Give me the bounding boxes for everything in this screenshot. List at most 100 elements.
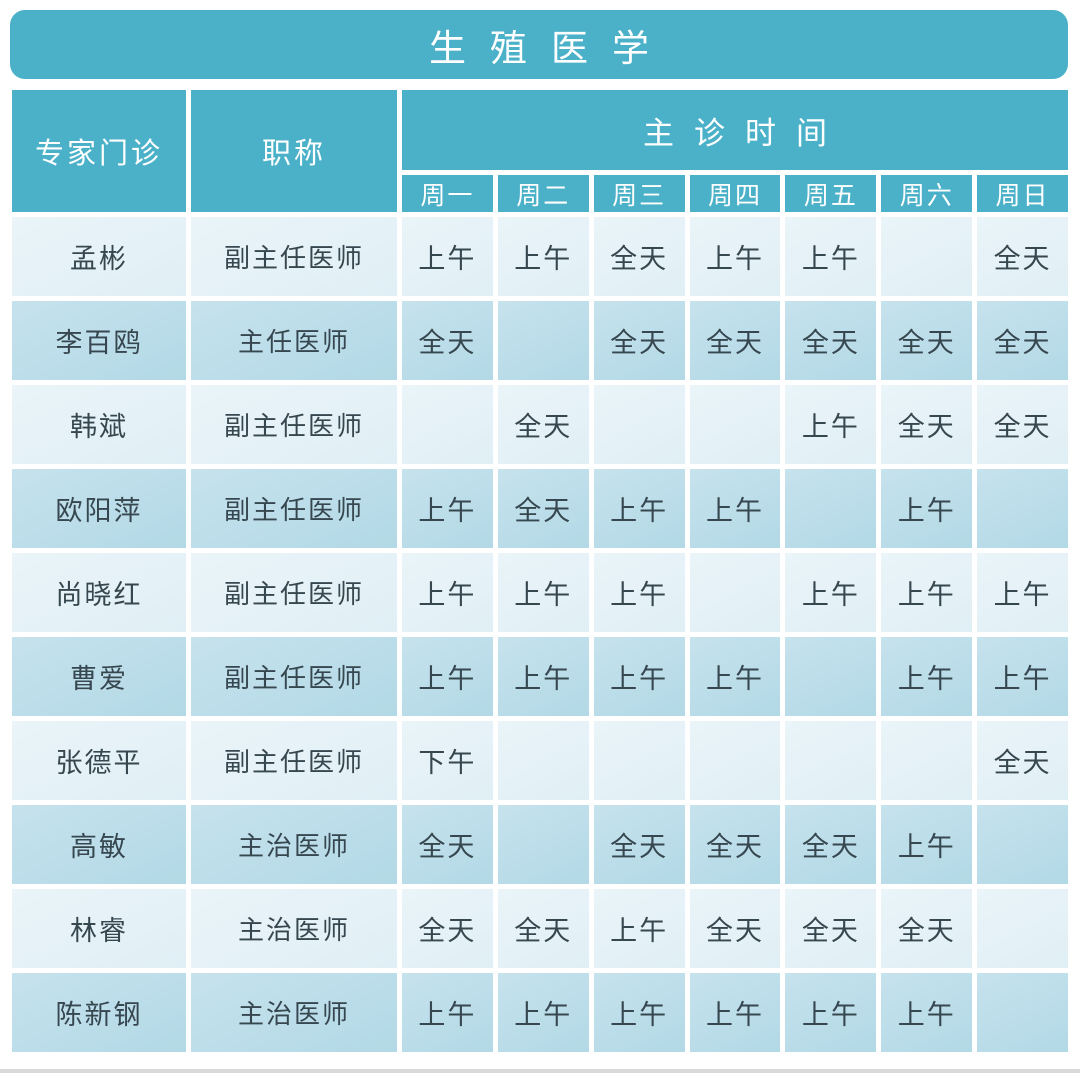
doctor-name: 高敏: [12, 805, 186, 884]
schedule-cell-day7: [977, 889, 1068, 968]
doctor-name: 尚晓红: [12, 553, 186, 632]
schedule-cell-day3: 上午: [593, 637, 685, 716]
schedule-cell-day4: [689, 721, 781, 800]
doctor-rank: 主治医师: [191, 973, 397, 1052]
doctor-rank: 副主任医师: [191, 553, 397, 632]
schedule-cell-day4: 全天: [689, 889, 781, 968]
schedule-cell-day1: 上午: [402, 637, 493, 716]
expert-column-header: 专家门诊: [12, 90, 186, 212]
day-header-2: 周二: [497, 175, 589, 212]
department-title-bar: 生殖医学: [10, 10, 1068, 79]
schedule-cell-day1: 全天: [402, 889, 493, 968]
schedule-cell-day2: 上午: [497, 973, 589, 1052]
schedule-cell-day3: 上午: [593, 553, 685, 632]
schedule-cell-day6: 上午: [881, 553, 973, 632]
doctor-rank: 主治医师: [191, 889, 397, 968]
schedule-cell-day5: 上午: [785, 385, 877, 464]
schedule-cell-day7: [977, 805, 1068, 884]
schedule-cell-day7: [977, 973, 1068, 1052]
schedule-cell-day6: 上午: [881, 973, 973, 1052]
day-header-7: 周日: [977, 175, 1068, 212]
schedule-cell-day3: 上午: [593, 889, 685, 968]
doctor-name: 韩斌: [12, 385, 186, 464]
schedule-cell-day3: 上午: [593, 469, 685, 548]
schedule-cell-day6: [881, 217, 973, 296]
consultation-time-header: 主诊时间: [402, 90, 1068, 170]
schedule-table: 专家门诊 职称 主诊时间 周一 周二 周三 周四 周五 周六 周日 孟彬 副主任医师 上午 上午 全天…: [12, 90, 1068, 1052]
schedule-cell-day7: 全天: [977, 721, 1068, 800]
schedule-cell-day4: 上午: [689, 217, 781, 296]
schedule-cell-day1: 上午: [402, 469, 493, 548]
schedule-cell-day2: 全天: [497, 385, 589, 464]
schedule-cell-day1: [402, 385, 493, 464]
rank-column-header: 职称: [191, 90, 397, 212]
doctor-rank: 副主任医师: [191, 385, 397, 464]
schedule-cell-day7: 上午: [977, 553, 1068, 632]
schedule-cell-day2: 上午: [497, 217, 589, 296]
schedule-cell-day4: 上午: [689, 637, 781, 716]
schedule-cell-day1: 上午: [402, 553, 493, 632]
schedule-cell-day5: 全天: [785, 889, 877, 968]
schedule-cell-day2: 上午: [497, 637, 589, 716]
schedule-cell-day7: 上午: [977, 637, 1068, 716]
schedule-cell-day3: 上午: [593, 973, 685, 1052]
doctor-rank: 副主任医师: [191, 637, 397, 716]
doctor-name: 林睿: [12, 889, 186, 968]
day-header-6: 周六: [881, 175, 973, 212]
schedule-cell-day4: 全天: [689, 805, 781, 884]
schedule-cell-day3: [593, 721, 685, 800]
doctor-name: 陈新钢: [12, 973, 186, 1052]
schedule-cell-day5: 上午: [785, 973, 877, 1052]
day-header-1: 周一: [402, 175, 493, 212]
schedule-cell-day7: 全天: [977, 385, 1068, 464]
department-title: 生殖医学: [429, 26, 673, 70]
schedule-cell-day2: [497, 721, 589, 800]
schedule-cell-day7: 全天: [977, 217, 1068, 296]
schedule-cell-day6: 上午: [881, 805, 973, 884]
day-header-4: 周四: [689, 175, 781, 212]
day-header-5: 周五: [785, 175, 877, 212]
schedule-cell-day3: 全天: [593, 301, 685, 380]
doctor-rank: 副主任医师: [191, 469, 397, 548]
doctor-name: 李百鸥: [12, 301, 186, 380]
schedule-cell-day4: 上午: [689, 469, 781, 548]
schedule-cell-day2: [497, 301, 589, 380]
schedule-cell-day2: [497, 805, 589, 884]
schedule-cell-day5: [785, 721, 877, 800]
doctor-name: 欧阳萍: [12, 469, 186, 548]
schedule-cell-day5: 上午: [785, 217, 877, 296]
schedule-cell-day4: [689, 553, 781, 632]
schedule-cell-day5: 全天: [785, 805, 877, 884]
schedule-cell-day1: 全天: [402, 301, 493, 380]
doctor-name: 孟彬: [12, 217, 186, 296]
schedule-cell-day4: [689, 385, 781, 464]
schedule-cell-day2: 全天: [497, 889, 589, 968]
schedule-cell-day3: 全天: [593, 217, 685, 296]
schedule-cell-day6: 上午: [881, 469, 973, 548]
schedule-cell-day5: [785, 637, 877, 716]
schedule-cell-day6: 全天: [881, 301, 973, 380]
doctor-name: 张德平: [12, 721, 186, 800]
schedule-cell-day2: 全天: [497, 469, 589, 548]
schedule-cell-day3: [593, 385, 685, 464]
schedule-cell-day6: 全天: [881, 889, 973, 968]
schedule-cell-day1: 上午: [402, 217, 493, 296]
schedule-cell-day1: 下午: [402, 721, 493, 800]
schedule-cell-day5: [785, 469, 877, 548]
schedule-cell-day6: 全天: [881, 385, 973, 464]
schedule-cell-day1: 全天: [402, 805, 493, 884]
photo-bottom-edge: [0, 1069, 1080, 1073]
doctor-rank: 主任医师: [191, 301, 397, 380]
doctor-rank: 副主任医师: [191, 721, 397, 800]
doctor-rank: 主治医师: [191, 805, 397, 884]
schedule-cell-day1: 上午: [402, 973, 493, 1052]
schedule-cell-day7: 全天: [977, 301, 1068, 380]
schedule-cell-day6: 上午: [881, 637, 973, 716]
schedule-cell-day5: 上午: [785, 553, 877, 632]
schedule-cell-day5: 全天: [785, 301, 877, 380]
doctor-name: 曹爱: [12, 637, 186, 716]
doctor-rank: 副主任医师: [191, 217, 397, 296]
schedule-cell-day4: 上午: [689, 973, 781, 1052]
schedule-cell-day4: 全天: [689, 301, 781, 380]
